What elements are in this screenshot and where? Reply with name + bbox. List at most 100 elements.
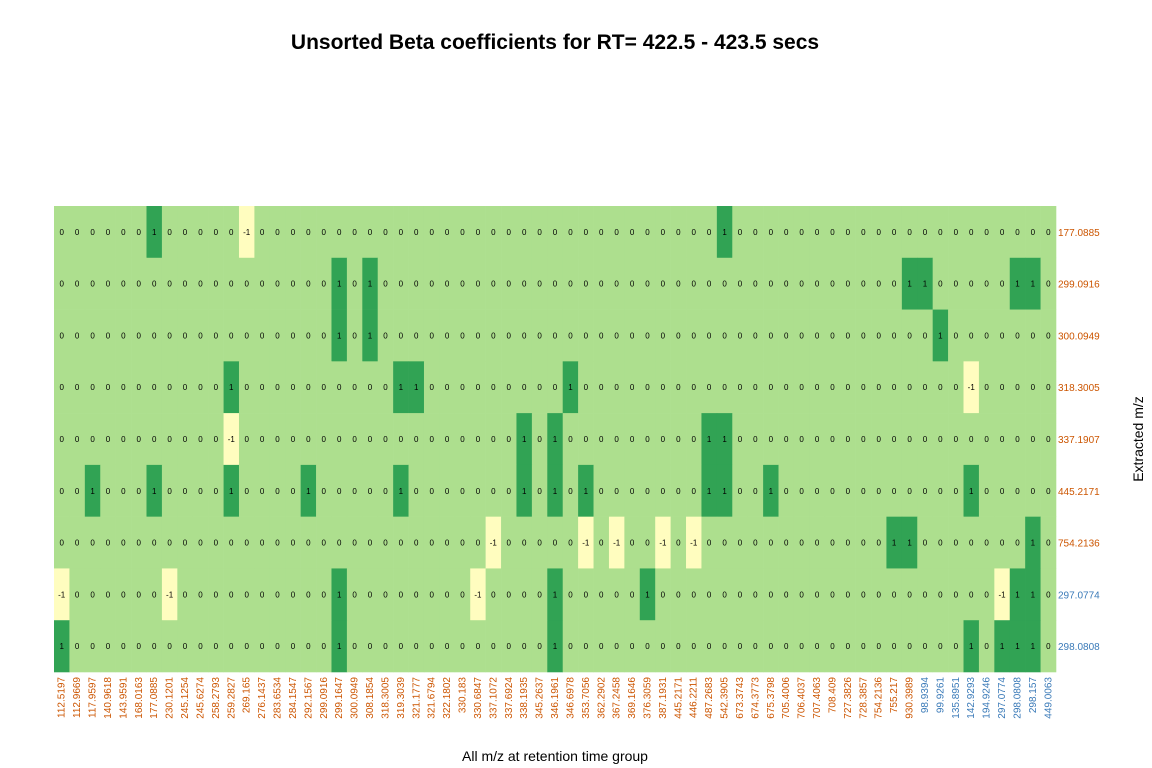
cell-value-label: 0 [198,642,203,651]
heatmap-cell [562,568,579,621]
heatmap-cell [901,568,918,621]
cell-value-label: 0 [429,383,434,392]
heatmap-cell [331,413,348,466]
heatmap-cell [716,620,733,673]
cell-value-label: 0 [707,383,712,392]
x-tick-label: 446.2211 [689,677,700,718]
cell-value-label: 1 [1031,539,1036,548]
cell-value-label: 0 [861,383,866,392]
heatmap-cell [963,464,980,517]
cell-value-label: 0 [137,487,142,496]
heatmap-cell [639,516,656,569]
cell-value-label: 0 [244,331,249,340]
heatmap-cell [778,568,795,621]
heatmap-cell [578,257,594,310]
cell-value-label: 0 [738,590,743,599]
cell-value-label: 0 [429,280,434,289]
cell-value-label: 0 [429,539,434,548]
x-tick-label: 487.2683 [704,677,715,719]
cell-value-label: 0 [584,642,589,651]
heatmap-cell [423,620,440,673]
heatmap-cell [948,516,964,569]
cell-value-label: 0 [337,383,342,392]
cell-value-label: 0 [1031,487,1036,496]
heatmap-cell [932,413,949,466]
cell-value-label: 0 [322,331,327,340]
x-tick-label: 245.1254 [180,677,191,719]
cell-value-label: 0 [368,642,373,651]
heatmap-cell [223,516,240,569]
heatmap-cell [716,361,733,414]
cell-value-label: 0 [984,487,989,496]
heatmap-cell [871,361,887,414]
cell-value-label: 0 [614,487,619,496]
heatmap-cell [470,568,486,621]
cell-value-label: 0 [799,590,804,599]
heatmap-cell [686,516,702,569]
heatmap-cell [285,620,301,673]
heatmap-cell [285,568,301,621]
heatmap-cell [485,309,502,362]
cell-value-label: 0 [769,228,774,237]
cell-value-label: 0 [306,331,311,340]
heatmap-cell [701,361,718,414]
cell-value-label: 0 [337,435,342,444]
heatmap-cell [100,206,116,259]
cell-value-label: 0 [214,487,219,496]
heatmap-cell [393,309,409,362]
heatmap-cell [686,568,702,621]
heatmap-cell [192,257,209,310]
cell-value-label: 0 [707,280,712,289]
heatmap-cell [932,620,949,673]
heatmap-cell [562,620,579,673]
heatmap-cell [454,309,471,362]
heatmap-cell [208,309,224,362]
cell-value-label: 0 [892,228,897,237]
heatmap-cell [670,620,687,673]
heatmap-cell [608,413,625,466]
cell-value-label: 0 [846,280,851,289]
cell-value-label: 0 [90,331,95,340]
heatmap-cell [624,568,641,621]
heatmap-cell [300,413,317,466]
heatmap-cell [423,516,440,569]
cell-value-label: 0 [522,642,527,651]
heatmap-cell [809,413,826,466]
heatmap-cell [115,568,132,621]
cell-value-label: 1 [522,435,527,444]
cell-value-label: 0 [707,590,712,599]
cell-value-label: 0 [876,331,881,340]
heatmap-cell [701,620,718,673]
heatmap-cell [686,413,702,466]
cell-value-label: 0 [753,435,758,444]
heatmap-cell [901,257,918,310]
heatmap-cell [871,257,887,310]
heatmap-cell [531,413,548,466]
cell-value-label: 0 [106,383,111,392]
heatmap-cell [131,309,147,362]
cell-value-label: 0 [661,487,666,496]
cell-value-label: 0 [861,280,866,289]
cell-value-label: 0 [1031,383,1036,392]
cell-value-label: 0 [676,590,681,599]
cell-value-label: 0 [352,383,357,392]
heatmap-cell [470,413,486,466]
x-tick-label: 143.9591 [118,677,129,719]
heatmap-cell [639,464,656,517]
cell-value-label: 0 [722,590,727,599]
cell-value-label: 1 [1015,590,1020,599]
cell-value-label: 0 [676,435,681,444]
cell-value-label: 0 [923,590,928,599]
x-tick-label: 117.9597 [88,677,99,718]
cell-value-label: 0 [537,280,542,289]
cell-value-label: 0 [599,280,604,289]
heatmap-cell [69,464,86,517]
heatmap-cell [670,464,687,517]
heatmap-cell [516,309,533,362]
heatmap-cell [238,464,255,517]
cell-value-label: 0 [476,642,481,651]
cell-value-label: 0 [460,383,465,392]
cell-value-label: 0 [861,642,866,651]
cell-value-label: 0 [892,590,897,599]
heatmap-cell [686,309,702,362]
